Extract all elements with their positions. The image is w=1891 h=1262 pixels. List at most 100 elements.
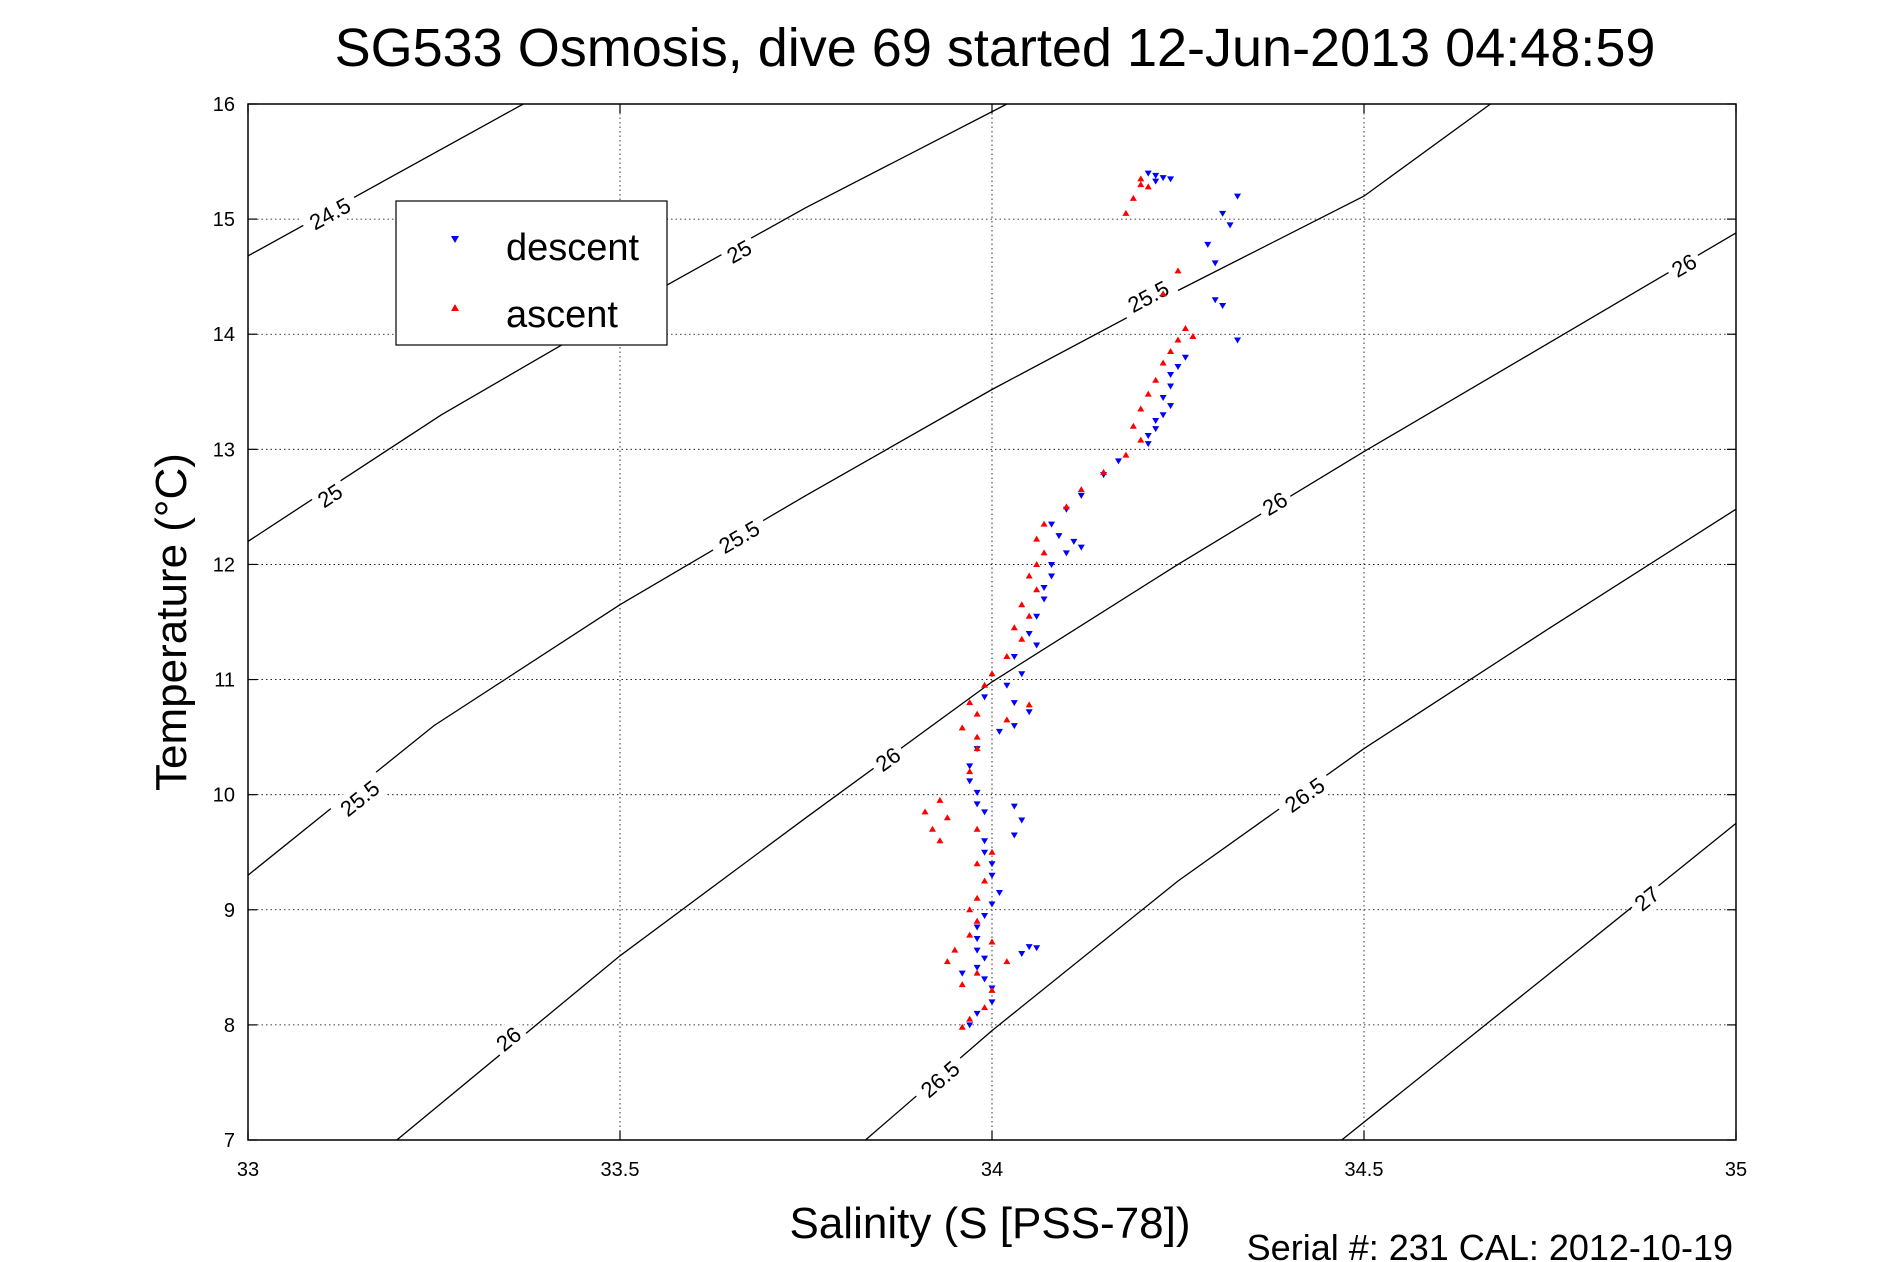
axis-ticks: 33 33.5 34 34.5 35 7 8 9 10 11 12 13 14 15 16 bbox=[213, 94, 1747, 1181]
descent-point bbox=[973, 964, 981, 971]
ascent-point bbox=[973, 894, 981, 901]
ascent-point bbox=[966, 699, 974, 706]
descent-point bbox=[973, 1010, 981, 1017]
contour-line bbox=[865, 508, 1737, 1141]
y-tick-label: 16 bbox=[213, 94, 235, 116]
ascent-point bbox=[973, 917, 981, 924]
descent-point bbox=[1033, 642, 1041, 649]
descent-point bbox=[1040, 596, 1048, 603]
legend-descent-marker bbox=[451, 236, 459, 243]
descent-point bbox=[1077, 544, 1085, 551]
x-axis-label: Salinity (S [PSS-78]) bbox=[789, 1199, 1190, 1248]
ascent-point bbox=[1018, 635, 1026, 642]
descent-point bbox=[1159, 412, 1167, 419]
descent-point bbox=[981, 976, 989, 983]
descent-point bbox=[1048, 573, 1056, 580]
ascent-point bbox=[981, 877, 989, 884]
descent-point bbox=[1048, 521, 1056, 528]
descent-point bbox=[1025, 944, 1033, 951]
ascent-point bbox=[1025, 572, 1033, 579]
descent-point bbox=[966, 778, 974, 785]
descent-point bbox=[1048, 561, 1056, 568]
ascent-point bbox=[973, 860, 981, 867]
x-tick-label: 34.5 bbox=[1345, 1159, 1384, 1181]
y-axis-label: Temperature (°C) bbox=[147, 453, 196, 791]
legend-ascent-label: ascent bbox=[506, 294, 618, 336]
x-tick-label: 34 bbox=[981, 1159, 1003, 1181]
ascent-point bbox=[966, 906, 974, 913]
y-tick-label: 14 bbox=[213, 324, 235, 346]
ascent-point bbox=[1025, 701, 1033, 708]
ascent-point bbox=[958, 1023, 966, 1030]
legend-box bbox=[395, 200, 668, 346]
descent-point bbox=[973, 947, 981, 954]
descent-point bbox=[1152, 418, 1160, 425]
descent-point bbox=[1144, 441, 1152, 448]
descent-point bbox=[1003, 682, 1011, 689]
contour-label-mask bbox=[298, 188, 362, 239]
ascent-point bbox=[1003, 958, 1011, 965]
ascent-point bbox=[988, 848, 996, 855]
x-tick-label: 33 bbox=[237, 1159, 259, 1181]
descent-point bbox=[1152, 178, 1160, 185]
descent-point bbox=[1070, 538, 1078, 545]
descent-point bbox=[981, 849, 989, 856]
ascent-point bbox=[958, 981, 966, 988]
y-tick-label: 15 bbox=[213, 209, 235, 231]
descent-point bbox=[1152, 426, 1160, 433]
descent-point bbox=[988, 999, 996, 1006]
descent-point bbox=[1167, 403, 1175, 410]
descent-point bbox=[973, 789, 981, 796]
descent-point bbox=[1010, 654, 1018, 661]
ascent-point bbox=[966, 1015, 974, 1022]
descent-point bbox=[981, 838, 989, 845]
ascent-point bbox=[1137, 405, 1145, 412]
descent-point bbox=[981, 694, 989, 701]
ascent-point bbox=[973, 825, 981, 832]
descent-point bbox=[1033, 945, 1041, 952]
descent-point bbox=[1219, 210, 1227, 217]
ascent-point bbox=[973, 710, 981, 717]
descent-point bbox=[1204, 241, 1212, 248]
descent-point bbox=[973, 801, 981, 808]
descent-point bbox=[1174, 363, 1182, 370]
ascent-point bbox=[1033, 586, 1041, 593]
descent-point bbox=[1167, 176, 1175, 183]
ascent-point bbox=[958, 724, 966, 731]
y-tick-label: 12 bbox=[213, 554, 235, 576]
ascent-point bbox=[1003, 653, 1011, 660]
ascent-point bbox=[981, 681, 989, 688]
ascent-point bbox=[1003, 716, 1011, 723]
descent-point bbox=[988, 861, 996, 868]
descent-point bbox=[966, 1022, 974, 1029]
contour-line bbox=[1341, 822, 1737, 1141]
descent-point bbox=[988, 901, 996, 908]
ascent-point bbox=[973, 733, 981, 740]
ascent-point bbox=[1129, 422, 1137, 429]
ascent-point bbox=[1144, 183, 1152, 190]
ascent-point bbox=[988, 670, 996, 677]
descent-point bbox=[981, 913, 989, 920]
ascent-point bbox=[1144, 390, 1152, 397]
descent-point bbox=[1025, 631, 1033, 638]
ascent-point bbox=[1159, 290, 1167, 297]
ascent-point bbox=[1181, 324, 1189, 331]
descent-point bbox=[1114, 458, 1122, 465]
ascent-point bbox=[921, 808, 929, 815]
descent-point bbox=[1167, 383, 1175, 390]
y-tick-label: 7 bbox=[224, 1130, 235, 1152]
descent-point bbox=[1010, 700, 1018, 707]
contour-line bbox=[247, 103, 524, 257]
ascent-point bbox=[1018, 601, 1026, 608]
legend-descent-label: descent bbox=[506, 227, 640, 269]
contour-label-mask bbox=[866, 738, 910, 780]
legend: descent ascent bbox=[395, 200, 668, 346]
descent-point bbox=[1010, 803, 1018, 810]
contour-label-mask bbox=[1625, 877, 1669, 920]
descent-point bbox=[995, 890, 1003, 897]
ascent-point bbox=[1025, 612, 1033, 619]
y-tick-label: 11 bbox=[214, 670, 235, 692]
